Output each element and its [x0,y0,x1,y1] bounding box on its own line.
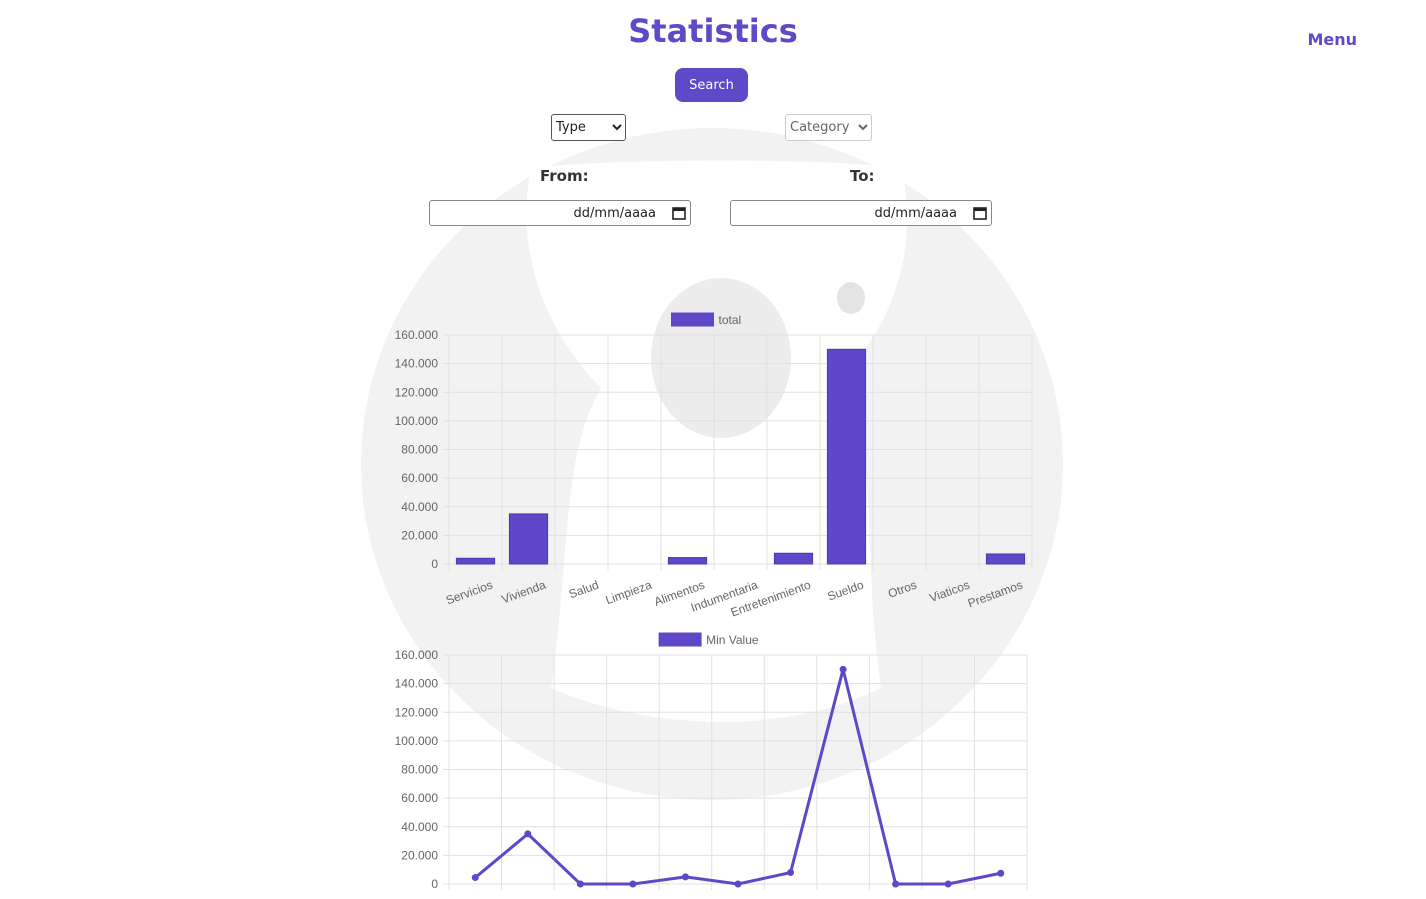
y-tick-label: 0 [431,877,438,891]
data-point [524,830,532,838]
from-label: From: [540,167,589,185]
y-tick-label: 160.000 [395,328,439,342]
y-tick-label: 140.000 [395,677,439,691]
legend-swatch [671,312,714,327]
bar-sueldo [826,348,867,565]
y-tick-label: 160.000 [395,648,439,662]
calendar-icon[interactable] [973,206,987,220]
data-point [734,880,742,888]
y-tick-label: 120.000 [395,705,439,719]
type-select[interactable]: Type [551,114,626,141]
y-tick-label: 60.000 [401,791,438,805]
y-tick-label: 120.000 [395,385,439,399]
y-tick-label: 20.000 [401,528,438,542]
page-title: Statistics [628,12,798,50]
y-tick-label: 40.000 [401,820,438,834]
menu-link[interactable]: Menu [1307,30,1357,49]
data-point [997,869,1005,877]
to-label: To: [850,167,875,185]
y-tick-label: 40.000 [401,500,438,514]
bar-servicios [455,557,496,565]
search-button[interactable]: Search [675,68,748,102]
bar-entretenimiento [773,552,814,565]
legend-label: total [719,313,742,327]
data-point [681,873,689,881]
y-tick-label: 80.000 [401,763,438,777]
from-date-input[interactable]: dd/mm/aaaa [429,200,691,226]
data-point [576,880,584,888]
calendar-icon[interactable] [672,206,686,220]
legend-swatch [658,632,702,647]
data-point [471,874,479,882]
data-point [787,869,795,877]
y-tick-label: 100.000 [395,734,439,748]
y-tick-label: 80.000 [401,443,438,457]
bar-prestamos [985,553,1026,565]
y-tick-label: 60.000 [401,471,438,485]
data-point [892,880,900,888]
category-select[interactable]: Category [785,114,872,141]
data-point [629,880,637,888]
legend-label: Min Value [706,633,759,647]
from-date-placeholder: dd/mm/aaaa [573,205,656,221]
y-tick-label: 140.000 [395,357,439,371]
to-date-placeholder: dd/mm/aaaa [874,205,957,221]
bar-alimentos [667,557,708,565]
y-tick-label: 100.000 [395,414,439,428]
data-point [839,665,847,673]
y-tick-label: 20.000 [401,848,438,862]
bar-vivienda [508,513,549,565]
data-point [944,880,952,888]
to-date-input[interactable]: dd/mm/aaaa [730,200,992,226]
y-tick-label: 0 [431,557,438,571]
